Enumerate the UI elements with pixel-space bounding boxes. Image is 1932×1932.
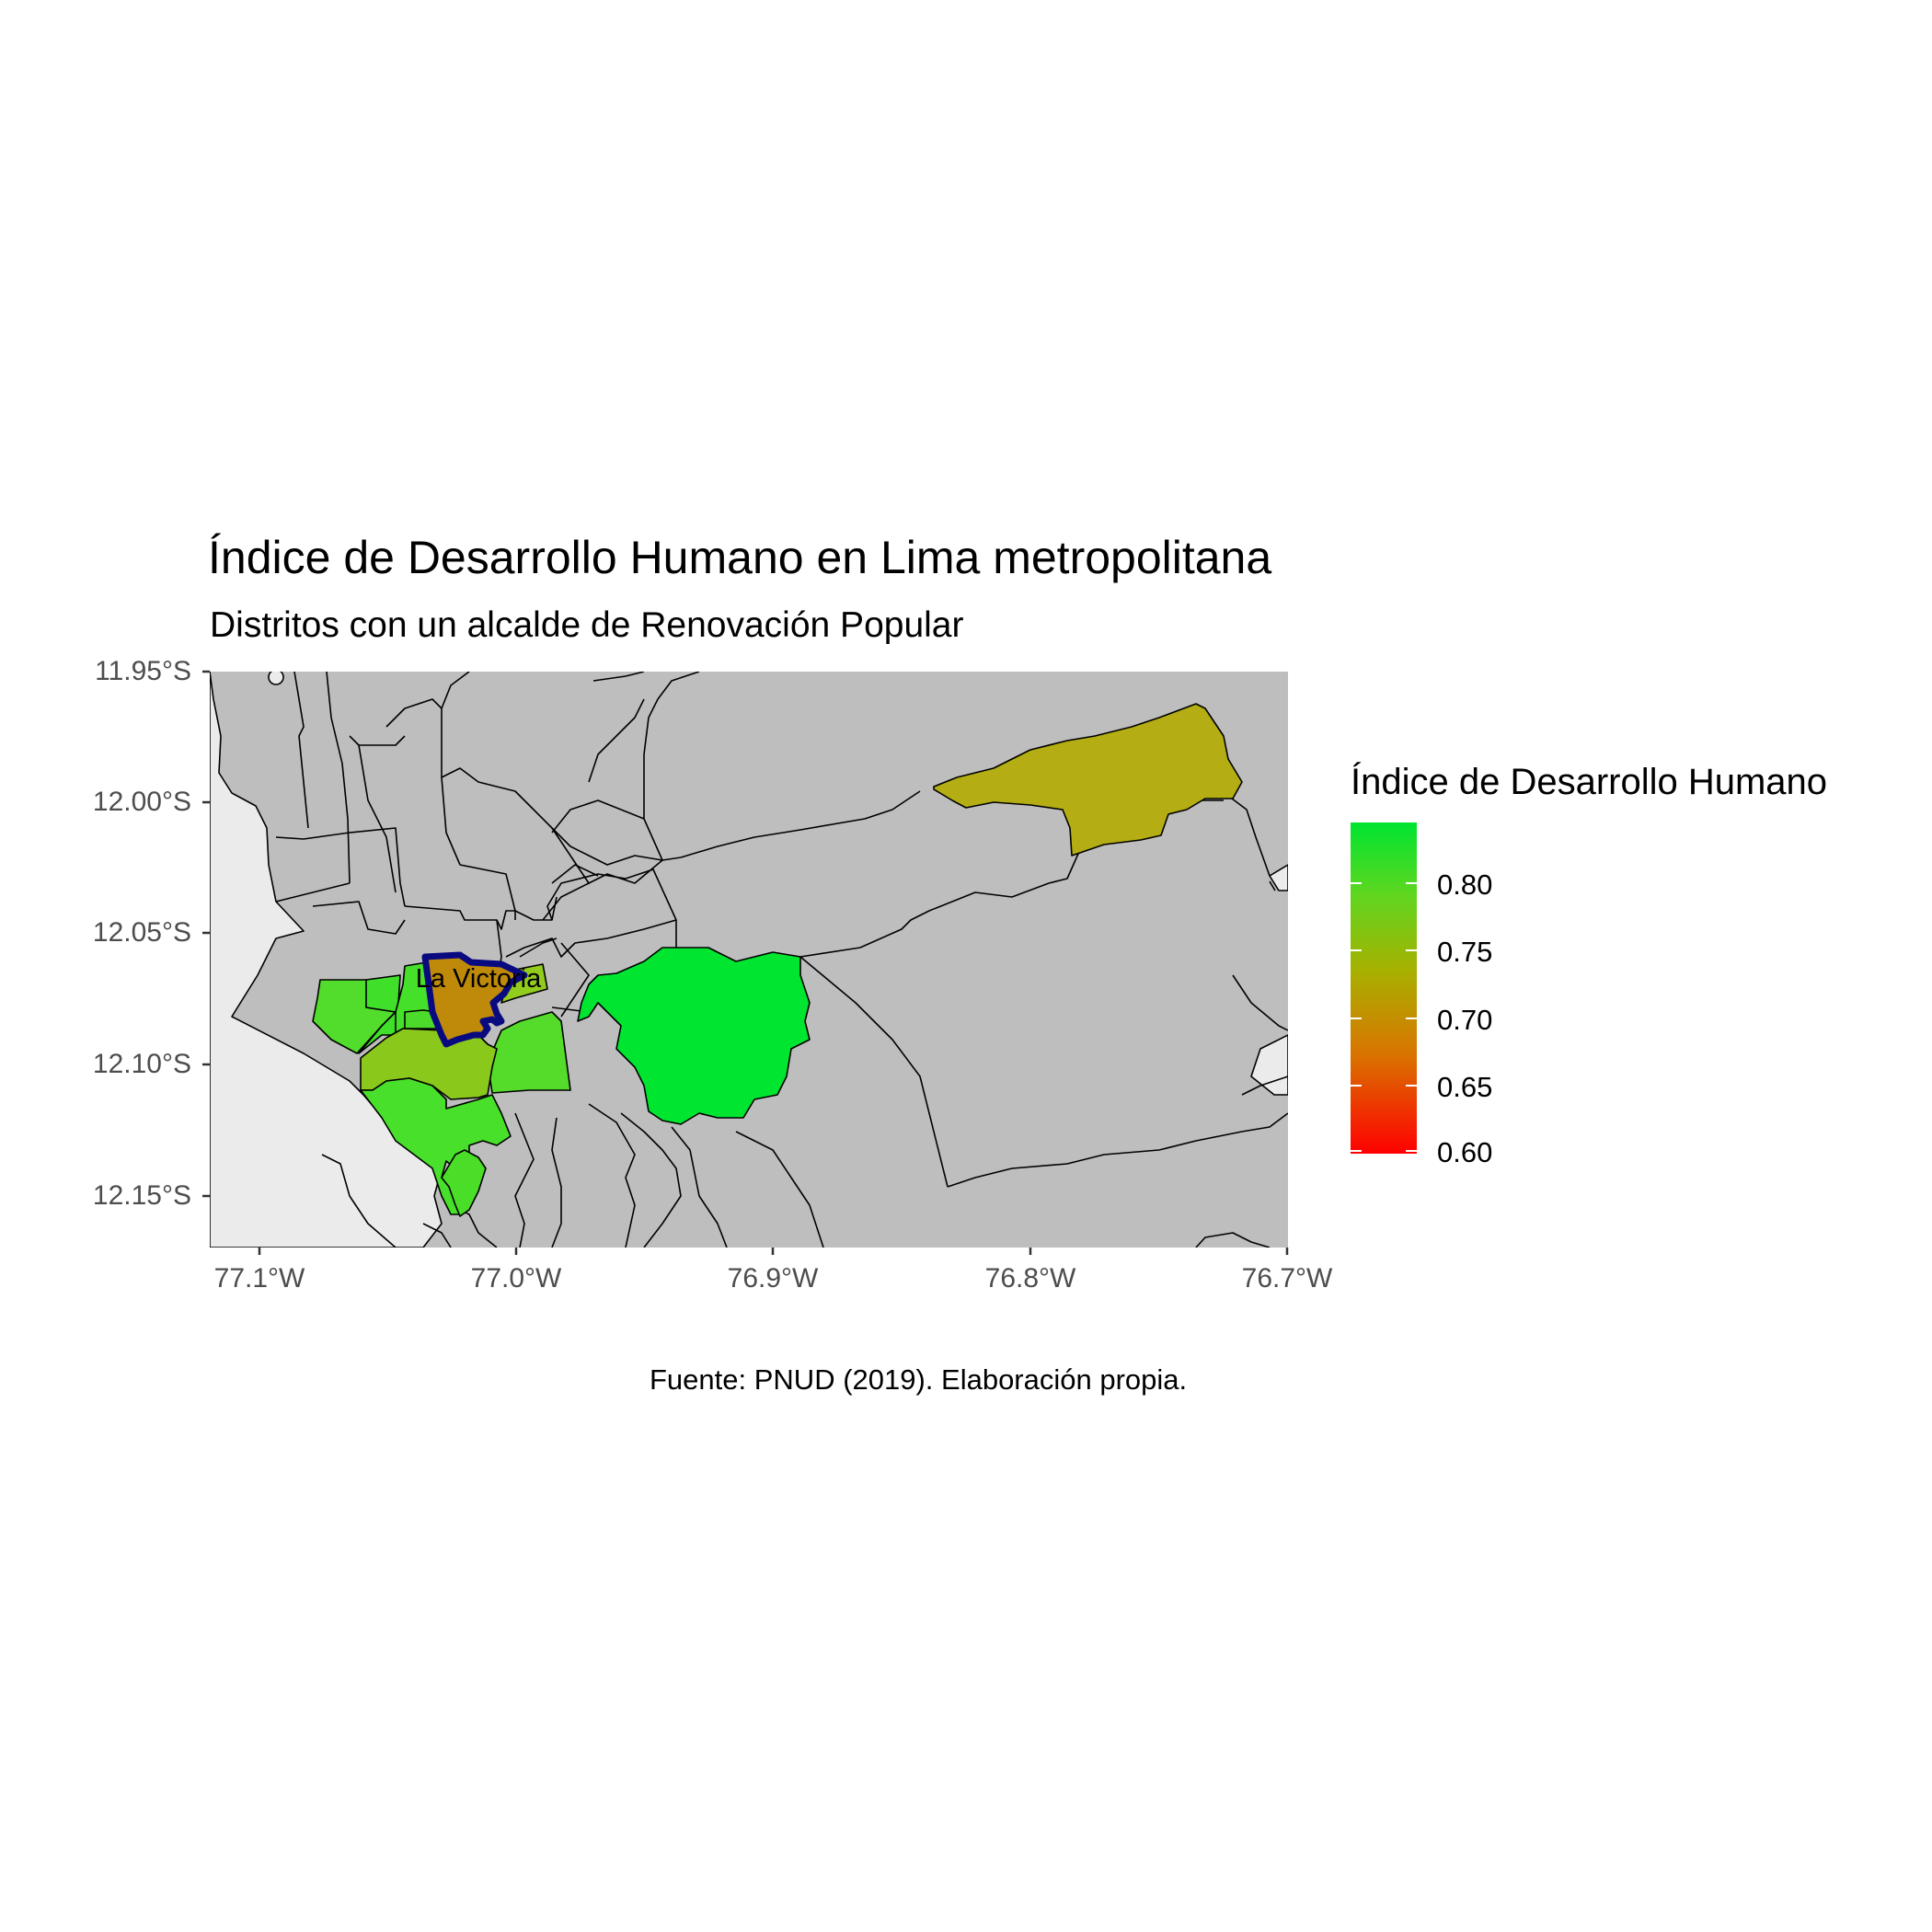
legend-colorbar [1351, 822, 1417, 1154]
x-tick-label: 77.1°W [213, 1263, 305, 1294]
x-tick-label: 77.0°W [470, 1263, 562, 1294]
y-tick-label: 12.15°S [92, 1180, 191, 1211]
highlight-label: La Victoria [416, 964, 542, 994]
x-tick-label: 76.9°W [727, 1263, 819, 1294]
legend-label: 0.70 [1437, 1004, 1493, 1036]
district-jesus-maria [358, 974, 401, 1054]
legend-label: 0.80 [1437, 868, 1493, 901]
x-tick-label: 76.8°W [984, 1263, 1076, 1294]
legend-label: 0.75 [1437, 936, 1493, 968]
district-ate-high [577, 947, 811, 1125]
legend-label: 0.65 [1437, 1071, 1493, 1103]
map-subtitle: Distritos con un alcalde de Renovación P… [210, 605, 964, 645]
legend-ticks [1351, 882, 1417, 1152]
map-title: Índice de Desarrollo Humano en Lima metr… [208, 532, 1272, 583]
district-la-victoria-highlight [421, 951, 528, 1048]
legend-label: 0.60 [1437, 1136, 1493, 1168]
y-tick-label: 11.95°S [95, 656, 191, 686]
axis-ticks [202, 670, 1289, 1255]
y-tick-label: 12.00°S [92, 787, 191, 817]
ocean-area [210, 672, 443, 1248]
x-tick-label: 76.7°W [1241, 1263, 1333, 1294]
y-tick-label: 12.05°S [92, 917, 191, 948]
y-tick-label: 12.10°S [92, 1049, 191, 1079]
district-chorrillos [441, 1149, 487, 1217]
district-carabayllo-mid [933, 703, 1243, 857]
map-caption: Fuente: PNUD (2019). Elaboración propia. [650, 1363, 1188, 1396]
legend-title: Índice de Desarrollo Humano [1351, 762, 1828, 802]
